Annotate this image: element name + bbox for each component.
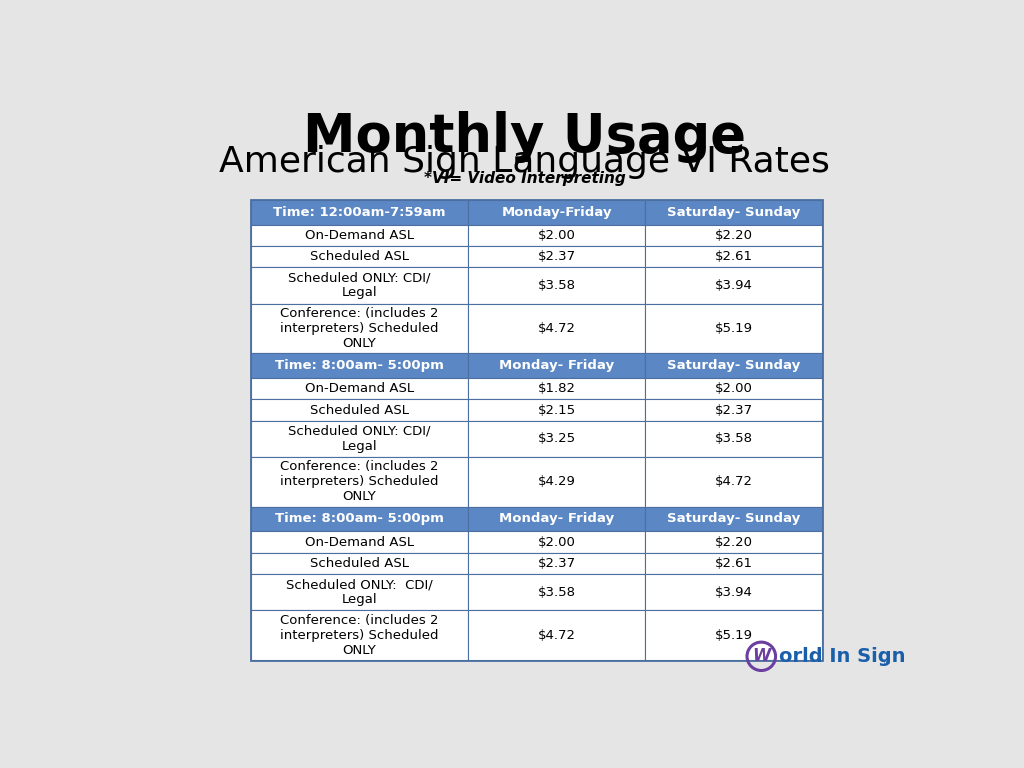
- FancyBboxPatch shape: [468, 378, 645, 399]
- Text: On-Demand ASL: On-Demand ASL: [305, 382, 414, 396]
- FancyBboxPatch shape: [468, 421, 645, 457]
- FancyBboxPatch shape: [645, 574, 822, 611]
- FancyBboxPatch shape: [251, 267, 468, 303]
- Text: $3.94: $3.94: [715, 586, 753, 599]
- Text: Scheduled ONLY: CDI/
Legal: Scheduled ONLY: CDI/ Legal: [289, 272, 431, 300]
- Text: $3.25: $3.25: [538, 432, 575, 445]
- Text: Saturday- Sunday: Saturday- Sunday: [668, 359, 801, 372]
- FancyBboxPatch shape: [645, 200, 822, 224]
- FancyBboxPatch shape: [468, 457, 645, 507]
- Text: $3.58: $3.58: [715, 432, 753, 445]
- Text: Time: 12:00am-7:59am: Time: 12:00am-7:59am: [273, 206, 445, 219]
- Text: Saturday- Sunday: Saturday- Sunday: [668, 206, 801, 219]
- Text: $4.72: $4.72: [538, 628, 575, 641]
- FancyBboxPatch shape: [645, 353, 822, 378]
- FancyBboxPatch shape: [645, 611, 822, 660]
- Text: Conference: (includes 2
interpreters) Scheduled
ONLY: Conference: (includes 2 interpreters) Sc…: [281, 307, 439, 350]
- FancyBboxPatch shape: [468, 200, 645, 224]
- Text: $3.58: $3.58: [538, 586, 575, 599]
- FancyBboxPatch shape: [468, 611, 645, 660]
- Text: $4.72: $4.72: [538, 322, 575, 335]
- Text: $5.19: $5.19: [715, 628, 753, 641]
- FancyBboxPatch shape: [468, 399, 645, 421]
- Text: $4.72: $4.72: [715, 475, 753, 488]
- Text: Time: 8:00am- 5:00pm: Time: 8:00am- 5:00pm: [275, 512, 444, 525]
- FancyBboxPatch shape: [251, 224, 468, 246]
- Text: $1.82: $1.82: [538, 382, 575, 396]
- FancyBboxPatch shape: [645, 303, 822, 353]
- Text: Saturday- Sunday: Saturday- Sunday: [668, 512, 801, 525]
- FancyBboxPatch shape: [251, 246, 468, 267]
- FancyBboxPatch shape: [251, 399, 468, 421]
- FancyBboxPatch shape: [645, 267, 822, 303]
- FancyBboxPatch shape: [645, 457, 822, 507]
- FancyBboxPatch shape: [251, 353, 468, 378]
- Text: $2.15: $2.15: [538, 404, 575, 416]
- Text: *VI= Video Interpreting: *VI= Video Interpreting: [424, 170, 626, 186]
- Text: $2.61: $2.61: [715, 250, 753, 263]
- Text: Conference: (includes 2
interpreters) Scheduled
ONLY: Conference: (includes 2 interpreters) Sc…: [281, 460, 439, 503]
- Text: orld In Sign: orld In Sign: [778, 647, 905, 666]
- Text: Monday- Friday: Monday- Friday: [499, 512, 614, 525]
- Text: American Sign Language VI Rates: American Sign Language VI Rates: [219, 145, 830, 180]
- FancyBboxPatch shape: [251, 531, 468, 553]
- Text: On-Demand ASL: On-Demand ASL: [305, 535, 414, 548]
- Text: $2.37: $2.37: [715, 404, 753, 416]
- Text: $2.20: $2.20: [715, 535, 753, 548]
- FancyBboxPatch shape: [645, 378, 822, 399]
- Text: $4.29: $4.29: [538, 475, 575, 488]
- Text: $2.00: $2.00: [715, 382, 753, 396]
- Text: W: W: [752, 647, 770, 665]
- FancyBboxPatch shape: [468, 303, 645, 353]
- FancyBboxPatch shape: [251, 378, 468, 399]
- Text: Scheduled ASL: Scheduled ASL: [310, 250, 409, 263]
- FancyBboxPatch shape: [251, 574, 468, 611]
- FancyBboxPatch shape: [251, 553, 468, 574]
- FancyBboxPatch shape: [645, 531, 822, 553]
- Text: $2.00: $2.00: [538, 535, 575, 548]
- FancyBboxPatch shape: [251, 200, 468, 224]
- Text: Monday-Friday: Monday-Friday: [502, 206, 612, 219]
- FancyBboxPatch shape: [251, 303, 468, 353]
- FancyBboxPatch shape: [645, 224, 822, 246]
- FancyBboxPatch shape: [645, 246, 822, 267]
- Text: Monday- Friday: Monday- Friday: [499, 359, 614, 372]
- FancyBboxPatch shape: [468, 267, 645, 303]
- FancyBboxPatch shape: [468, 574, 645, 611]
- FancyBboxPatch shape: [468, 553, 645, 574]
- Text: On-Demand ASL: On-Demand ASL: [305, 229, 414, 242]
- Text: $2.00: $2.00: [538, 229, 575, 242]
- FancyBboxPatch shape: [645, 399, 822, 421]
- Text: $2.61: $2.61: [715, 557, 753, 570]
- Text: Scheduled ONLY: CDI/
Legal: Scheduled ONLY: CDI/ Legal: [289, 425, 431, 453]
- FancyBboxPatch shape: [468, 224, 645, 246]
- FancyBboxPatch shape: [251, 507, 468, 531]
- FancyBboxPatch shape: [645, 507, 822, 531]
- FancyBboxPatch shape: [468, 246, 645, 267]
- FancyBboxPatch shape: [645, 553, 822, 574]
- Text: Time: 8:00am- 5:00pm: Time: 8:00am- 5:00pm: [275, 359, 444, 372]
- Text: $5.19: $5.19: [715, 322, 753, 335]
- FancyBboxPatch shape: [468, 507, 645, 531]
- FancyBboxPatch shape: [251, 457, 468, 507]
- Text: ™: ™: [882, 659, 892, 669]
- Text: $2.37: $2.37: [538, 557, 575, 570]
- FancyBboxPatch shape: [645, 421, 822, 457]
- Text: Scheduled ASL: Scheduled ASL: [310, 557, 409, 570]
- Text: $3.58: $3.58: [538, 279, 575, 292]
- FancyBboxPatch shape: [468, 353, 645, 378]
- Text: Scheduled ASL: Scheduled ASL: [310, 404, 409, 416]
- FancyBboxPatch shape: [468, 531, 645, 553]
- Text: Conference: (includes 2
interpreters) Scheduled
ONLY: Conference: (includes 2 interpreters) Sc…: [281, 614, 439, 657]
- FancyBboxPatch shape: [251, 611, 468, 660]
- Text: $3.94: $3.94: [715, 279, 753, 292]
- Text: $2.37: $2.37: [538, 250, 575, 263]
- FancyBboxPatch shape: [251, 421, 468, 457]
- Text: Scheduled ONLY:  CDI/
Legal: Scheduled ONLY: CDI/ Legal: [286, 578, 433, 606]
- Text: Monthly Usage: Monthly Usage: [303, 111, 746, 163]
- Text: $2.20: $2.20: [715, 229, 753, 242]
